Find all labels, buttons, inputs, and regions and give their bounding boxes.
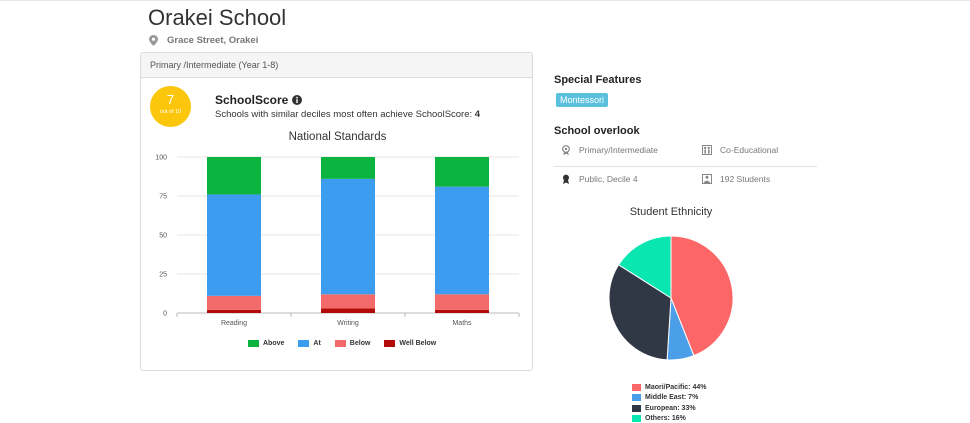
overlook-authority: Public, Decile 4: [561, 174, 638, 184]
bar-reading-above[interactable]: [207, 157, 261, 195]
bar-maths-below[interactable]: [435, 294, 489, 310]
bar-reading-well-below[interactable]: [207, 309, 261, 313]
ribbon-icon: [563, 174, 569, 184]
score-out-of: out of 10: [159, 109, 182, 115]
legend-swatch-below: [334, 340, 346, 347]
score-badge: 7 out of 10: [150, 86, 191, 127]
schoolscore-description: Schools with similar deciles most often …: [215, 109, 480, 120]
top-border: [0, 0, 970, 1]
pie-swatch-middle-east: [632, 394, 641, 402]
pie-swatch-others: [632, 415, 641, 423]
card-header: Primary /Intermediate (Year 1-8): [141, 53, 532, 78]
overlook-students: 192 Students: [702, 174, 770, 184]
pie-label-european: European: 33%: [645, 404, 696, 412]
legend-label-above: Above: [263, 340, 285, 347]
pie-legend-item-european[interactable]: European: 33%: [632, 403, 706, 414]
student-ethnicity-chart: [608, 235, 734, 361]
legend-swatch-above: [248, 340, 259, 347]
overlook-students-text: 192 Students: [720, 174, 771, 184]
overlook-type-text: Primary/Intermediate: [579, 145, 658, 155]
address-text: Grace Street, Orakei: [167, 35, 259, 46]
overlook-divider: [554, 166, 817, 167]
bar-reading-below[interactable]: [207, 295, 261, 310]
y-tick-label-100: 100: [155, 155, 167, 162]
y-tick-label-75: 75: [159, 194, 167, 201]
pie-slice-others[interactable]: [617, 235, 672, 299]
x-tick-label-writing: Writing: [337, 320, 359, 327]
school-name: Orakei School: [148, 5, 287, 30]
bar-writing-above[interactable]: [321, 157, 375, 179]
feature-badge-montessori: Montessori: [556, 93, 609, 107]
overlook-gender: Co-Educational: [702, 145, 778, 155]
award-icon: [562, 145, 570, 155]
schoolscore-title: SchoolScore: [215, 93, 289, 107]
school-overlook-title: School overlook: [554, 125, 640, 137]
national-standards-title: National Standards: [288, 131, 387, 143]
legend-label-well-below: Well Below: [399, 340, 437, 347]
y-tick-label-50: 50: [159, 233, 167, 240]
schoolscore-desc-text: Schools with similar deciles most often …: [215, 109, 473, 120]
national-standards-chart: 0 25 50 75 100 Reading Writing Maths: [155, 155, 520, 327]
bar-maths-at[interactable]: [435, 186, 489, 295]
bar-writing-at[interactable]: [321, 178, 375, 295]
legend-label-below: Below: [349, 340, 371, 347]
bar-writing-below[interactable]: [321, 294, 375, 309]
info-icon[interactable]: [292, 95, 303, 105]
overlook-authority-text: Public, Decile 4: [579, 174, 638, 184]
special-features-title: Special Features: [554, 74, 642, 86]
y-tick-label-0: 0: [163, 311, 167, 318]
co-ed-icon: [702, 145, 712, 155]
legend-swatch-at: [298, 340, 310, 347]
bar-legend: Above At Below Well Below: [248, 340, 450, 347]
bar-reading-at[interactable]: [207, 194, 261, 296]
schoolscore-heading: SchoolScore: [215, 93, 303, 107]
pie-label-middle-east: Middle East: 7%: [645, 394, 699, 402]
y-tick-label-25: 25: [159, 272, 167, 279]
pie-legend-item-maori-pacific[interactable]: Maori/Pacific: 44%: [632, 382, 706, 393]
student-ethnicity-title: Student Ethnicity: [629, 206, 713, 218]
overlook-gender-text: Co-Educational: [720, 145, 779, 155]
legend-swatch-well-below: [384, 340, 396, 347]
pie-legend-item-middle-east[interactable]: Middle East: 7%: [632, 393, 706, 404]
map-pin-icon: [149, 35, 158, 46]
pie-legend-item-others[interactable]: Others: 16%: [632, 414, 706, 423]
pie-label-others: Others: 16%: [645, 415, 686, 423]
bar-maths-above[interactable]: [435, 157, 489, 187]
x-tick-label-reading: Reading: [221, 320, 247, 327]
school-address: Grace Street, Orakei: [149, 35, 258, 46]
pie-slice-maori-pacific[interactable]: [670, 235, 734, 357]
bar-maths-well-below[interactable]: [435, 309, 489, 313]
school-score-card: Primary /Intermediate (Year 1-8) 7 out o…: [140, 52, 533, 371]
pie-legend: Maori/Pacific: 44% Middle East: 7% Europ…: [632, 382, 706, 423]
pie-swatch-maori-pacific: [632, 383, 641, 391]
pie-swatch-european: [632, 404, 641, 412]
x-tick-label-maths: Maths: [452, 320, 472, 327]
legend-item-well-below[interactable]: Well Below: [384, 340, 436, 347]
legend-item-at[interactable]: At: [298, 340, 321, 347]
legend-item-above[interactable]: Above: [248, 340, 284, 347]
students-icon: [702, 174, 712, 184]
legend-label-at: At: [313, 340, 321, 347]
bar-writing-well-below[interactable]: [321, 308, 375, 313]
score-value: 7: [166, 92, 175, 107]
schoolscore-similar-value: 4: [474, 109, 481, 120]
overlook-type: Primary/Intermediate: [561, 145, 658, 155]
pie-label-maori-pacific: Maori/Pacific: 44%: [645, 383, 707, 391]
legend-item-below[interactable]: Below: [334, 340, 371, 347]
